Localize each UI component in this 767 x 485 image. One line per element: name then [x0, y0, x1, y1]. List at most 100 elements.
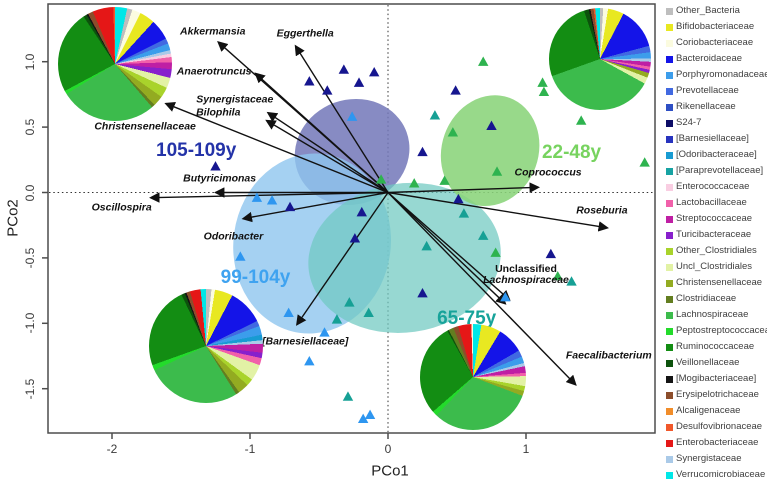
data-point-triangle [421, 240, 432, 251]
legend-swatch-synergistaceae [666, 455, 673, 463]
legend-label: Uncl_Clostridiales [676, 261, 753, 272]
legend-swatch-s24-7 [666, 119, 673, 127]
legend-item-synergistaceae: Synergistaceae [666, 454, 766, 464]
pie-chart-99-104y [149, 289, 263, 403]
legend-item-barnesiellaceae: [Barnesiellaceae] [666, 134, 766, 144]
legend-label: Christensenellaceae [676, 277, 763, 288]
scatter-points-22-48y [375, 56, 650, 281]
legend-swatch-lactobacillaceae [666, 199, 673, 207]
data-point-triangle [364, 409, 376, 420]
legend-swatch-alcaligenaceae [666, 407, 673, 415]
scatter-points-65-75y [331, 110, 577, 401]
legend-item-bacteroidaceae: Bacteroidaceae [666, 54, 766, 64]
vector-barnesiellaceae [296, 192, 389, 326]
data-point-triangle [283, 307, 294, 318]
data-point-triangle [331, 314, 343, 324]
data-point-triangle [417, 146, 428, 157]
legend-label: Porphyromonadaceae [676, 69, 767, 80]
vector-coprococcus [387, 182, 540, 194]
legend-item-peptostreptococcaceae: Peptostreptococcaceae [666, 326, 767, 336]
data-point-triangle [545, 248, 557, 259]
legend-item-erysipelotrichaceae: Erysipelotrichaceae [666, 390, 766, 400]
legend-swatch-peptostreptococcaceae [666, 327, 673, 335]
legend-item-ruminococcaceae: Ruminococcaceae [666, 342, 766, 352]
legend-label: Streptococcaceae [676, 213, 753, 224]
legend-label: Synergistaceae [676, 453, 742, 464]
group-ellipse-22-48y [440, 95, 540, 207]
legend-swatch-rikenellaceae [666, 103, 673, 111]
legend-swatch-uncl-clostridiales [666, 263, 673, 271]
legend-swatch-bifidobacteriaceae [666, 23, 673, 31]
legend-swatch-desulfovibrionaceae [666, 423, 673, 431]
vector-synergistaceae [266, 111, 389, 194]
legend-swatch-veillonellaceae [666, 359, 673, 367]
legend-swatch-barnesiellaceae [666, 135, 673, 143]
data-point-triangle [429, 110, 441, 120]
data-point-triangle [537, 77, 548, 87]
data-point-triangle [576, 115, 587, 125]
pie-chart-105-109y [58, 7, 172, 121]
legend-swatch-verrucomicrobiaceae [666, 471, 673, 479]
legend-swatch-ruminococcaceae [666, 343, 673, 351]
legend-label: Alcaligenaceae [676, 405, 741, 416]
legend-item-lachnospiraceae: Lachnospiraceae [666, 310, 766, 320]
legend-label: Bacteroidaceae [676, 53, 743, 64]
legend-swatch-odoribacteraceae [666, 151, 673, 159]
data-point-triangle [500, 291, 511, 302]
legend-item-verrucomicrobiaceae: Verrucomicrobiaceae [666, 470, 766, 480]
data-point-triangle [439, 175, 450, 185]
legend-item-christensenellaceae: Christensenellaceae [666, 278, 766, 288]
legend-item-turicibacteraceae: Turicibacteraceae [666, 230, 766, 240]
data-point-triangle [322, 85, 333, 95]
legend-label: Lactobacillaceae [676, 197, 747, 208]
plot-border [47, 3, 656, 434]
legend-item-odoribacteraceae: [Odoribacteraceae] [666, 150, 766, 160]
vector-unclassified-lachnospiraceae [387, 191, 507, 305]
legend-swatch-other-bacteria [666, 7, 673, 15]
data-point-triangle [266, 195, 278, 205]
vector-christensenellaceae [164, 101, 389, 194]
legend-swatch-other-clostridiales [666, 247, 673, 255]
legend-swatch-enterobacteriaceae [666, 439, 673, 447]
legend-item-coriobacteriaceae: Coriobacteriaceae [666, 38, 766, 48]
data-point-triangle [453, 193, 464, 204]
legend-item-other-clostridiales: Other_Clostridiales [666, 246, 766, 256]
data-point-triangle [357, 413, 369, 423]
legend-label: Other_Clostridiales [676, 245, 757, 256]
legend-item-mogibacteriaceae: [Mogibacteriaceae] [666, 374, 766, 384]
vector-bilophila [265, 119, 389, 194]
legend-label: [Odoribacteraceae] [676, 149, 757, 160]
legend-label: Coriobacteriaceae [676, 37, 754, 48]
legend-item-bifidobacteriaceae: Bifidobacteriaceae [666, 22, 766, 32]
data-point-triangle [251, 192, 263, 202]
data-point-triangle [304, 356, 315, 366]
legend-swatch-erysipelotrichaceae [666, 391, 673, 399]
data-point-triangle [538, 86, 550, 96]
data-point-triangle [346, 111, 358, 121]
legend-item-veillonellaceae: Veillonellaceae [666, 358, 766, 368]
legend-label: Bifidobacteriaceae [676, 21, 755, 32]
legend-swatch-streptococcaceae [666, 215, 673, 223]
legend-swatch-bacteroidaceae [666, 55, 673, 63]
legend-label: [Paraprevotellaceae] [676, 165, 764, 176]
data-point-triangle [353, 77, 365, 87]
data-point-triangle [478, 56, 489, 66]
legend-item-enterococcaceae: Enterococcaceae [666, 182, 766, 192]
vector-faecalibacterium [387, 192, 577, 386]
taxa-vectors [149, 41, 609, 386]
legend-label: Erysipelotrichaceae [676, 389, 759, 400]
legend-item-lactobacillaceae: Lactobacillaceae [666, 198, 766, 208]
legend-swatch-turicibacteraceae [666, 231, 673, 239]
data-point-triangle [344, 297, 355, 307]
legend-item-porphyromonadaceae: Porphyromonadaceae [666, 69, 767, 80]
legend-label: [Mogibacteriaceae] [676, 373, 757, 384]
legend-item-s24-7: S24-7 [666, 118, 766, 128]
legend-swatch-enterococcaceae [666, 183, 673, 191]
data-point-triangle [486, 120, 497, 130]
legend-label: Enterobacteriaceae [676, 437, 759, 448]
data-point-triangle [478, 230, 489, 240]
legend-label: Rikenellaceae [676, 101, 736, 112]
pie-chart-22-48y [549, 8, 651, 110]
data-point-triangle [458, 208, 470, 218]
